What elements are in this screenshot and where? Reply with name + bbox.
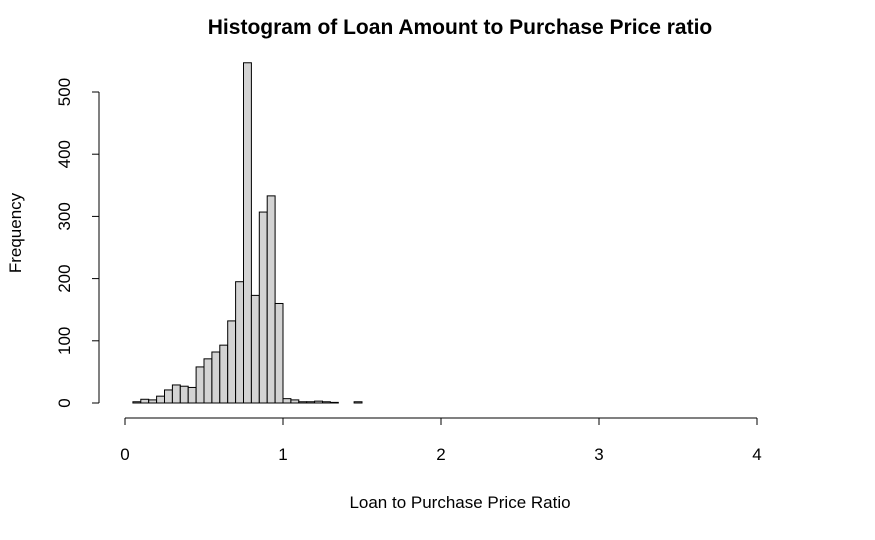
histogram-bar <box>203 358 213 404</box>
y-tick-label: 300 <box>55 202 74 230</box>
histogram-bar <box>306 401 316 404</box>
histogram-bar <box>298 401 308 404</box>
histogram-bar <box>211 351 221 404</box>
histogram-bar <box>322 401 331 404</box>
histogram-bar <box>148 399 158 404</box>
bars-group <box>132 62 363 404</box>
histogram-bar <box>187 386 197 404</box>
y-tick-label: 500 <box>55 78 74 106</box>
chart-title: Histogram of Loan Amount to Purchase Pri… <box>208 16 712 39</box>
histogram-bar <box>258 211 268 404</box>
y-axis: 0 100 200 300 400 500 <box>55 78 100 408</box>
histogram-bar <box>140 398 150 404</box>
x-tick-label: 1 <box>278 445 287 464</box>
x-axis-label: Loan to Purchase Price Ratio <box>349 493 570 512</box>
histogram-bar <box>171 384 181 404</box>
y-tick-label: 0 <box>55 398 74 407</box>
x-tick-label: 3 <box>594 445 603 464</box>
histogram-bar <box>274 302 284 404</box>
x-axis: 0 1 2 3 4 <box>120 417 762 464</box>
histogram-bar <box>250 294 260 404</box>
histogram-bar <box>266 195 276 404</box>
histogram-bar <box>243 62 252 404</box>
x-tick-label: 4 <box>752 445 761 464</box>
histogram-bar <box>164 389 173 404</box>
y-tick-label: 200 <box>55 264 74 292</box>
histogram-bar <box>353 401 363 404</box>
y-tick-label: 100 <box>55 327 74 355</box>
histogram-bar <box>290 399 300 404</box>
y-axis-label: Frequency <box>6 192 25 273</box>
histogram-bar <box>219 344 229 404</box>
histogram-bar <box>235 281 245 404</box>
histogram-bar <box>314 400 324 404</box>
histogram-bar <box>132 401 142 404</box>
histogram-bar <box>227 320 237 404</box>
x-tick-label: 2 <box>436 445 445 464</box>
histogram-bar <box>195 366 205 404</box>
histogram-bar <box>156 395 166 404</box>
histogram-bar <box>282 398 292 404</box>
histogram-bar <box>329 401 339 404</box>
histogram-bar <box>179 385 189 404</box>
y-tick-label: 400 <box>55 140 74 168</box>
x-tick-label: 0 <box>120 445 129 464</box>
